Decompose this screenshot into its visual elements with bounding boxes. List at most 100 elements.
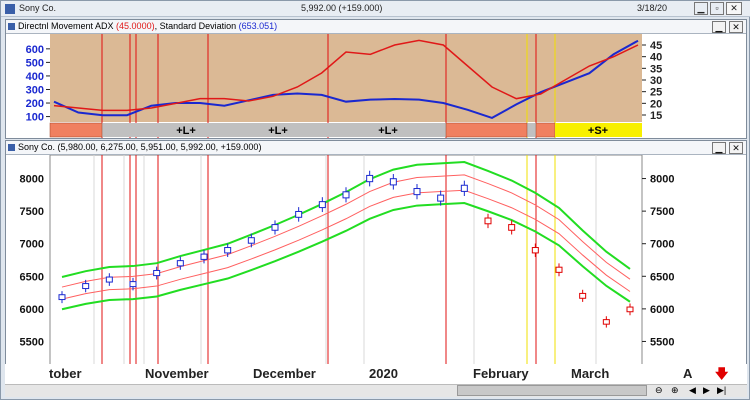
candle-body bbox=[389, 178, 397, 186]
hatched-segment bbox=[535, 122, 556, 138]
right-tick-label: 6000 bbox=[650, 304, 674, 316]
x-axis-label: November bbox=[145, 366, 209, 381]
candle-body bbox=[437, 194, 445, 202]
adx-panel: Directnl Movement ADX (45.0000), Standar… bbox=[5, 19, 747, 139]
right-tick-label: 7500 bbox=[650, 206, 674, 218]
candle-body bbox=[295, 210, 303, 218]
candle-body bbox=[318, 201, 326, 209]
right-tick-label: 25 bbox=[650, 87, 662, 99]
left-tick-label: 600 bbox=[26, 44, 44, 56]
right-tick-label: 7000 bbox=[650, 239, 674, 251]
down-arrow-icon[interactable]: 🡇 bbox=[715, 366, 729, 381]
price-panel-header: Sony Co. (5,980.00, 6,275.00, 5,951.00, … bbox=[6, 141, 746, 155]
adx-line bbox=[53, 39, 639, 112]
left-tick-label: 7000 bbox=[20, 239, 44, 251]
right-tick-label: 35 bbox=[650, 63, 662, 75]
candle-body bbox=[484, 217, 492, 225]
stddev-line bbox=[53, 39, 639, 120]
right-tick-label: 5500 bbox=[650, 336, 674, 348]
app-icon bbox=[5, 4, 15, 14]
candle-body bbox=[342, 191, 350, 199]
signal-label: +L+ bbox=[176, 125, 196, 137]
price-chart: 8000 8000 7500 7500 7000 7000 6500 6500 6000 6000… bbox=[20, 155, 674, 365]
candle-body bbox=[129, 281, 137, 288]
left-tick-label: 5500 bbox=[20, 336, 44, 348]
left-tick-label: 6500 bbox=[20, 271, 44, 283]
adx-close-button[interactable]: ✕ bbox=[729, 21, 743, 33]
x-axis: tober November December 2020 February Ma… bbox=[5, 364, 747, 384]
candle-body bbox=[153, 269, 161, 277]
left-tick-label: 200 bbox=[26, 98, 44, 110]
candle-body bbox=[555, 266, 563, 273]
candle-body bbox=[200, 253, 208, 260]
left-tick-label: 300 bbox=[26, 84, 44, 96]
adx-minimize-button[interactable]: ▁ bbox=[712, 21, 726, 33]
right-tick-label: 6500 bbox=[650, 271, 674, 283]
lower-inner-band bbox=[61, 189, 631, 300]
price-legend: Sony Co. (5,980.00, 6,275.00, 5,951.00, … bbox=[18, 142, 262, 152]
left-tick-label: 7500 bbox=[20, 206, 44, 218]
left-tick-label: 100 bbox=[26, 112, 44, 124]
close-icon[interactable]: ✕ bbox=[726, 2, 742, 15]
adx-legend: Directnl Movement ADX (45.0000), Standar… bbox=[18, 21, 278, 31]
price-minimize-button[interactable]: ▁ bbox=[712, 142, 726, 154]
minimize-icon[interactable]: ▁ bbox=[694, 2, 708, 15]
scroll-right-icon[interactable]: ▶ bbox=[703, 385, 710, 395]
right-tick-label: 30 bbox=[650, 75, 662, 87]
x-axis-label: December bbox=[253, 366, 316, 381]
left-tick-label: 400 bbox=[26, 71, 44, 83]
candle-body bbox=[176, 260, 184, 267]
signal-label: +L+ bbox=[268, 125, 288, 137]
price-plot-area bbox=[49, 155, 643, 365]
x-axis-label: tober bbox=[49, 366, 82, 381]
date-readout: 3/18/20 bbox=[637, 3, 668, 13]
lower-band bbox=[61, 202, 631, 311]
scroll-left-icon[interactable]: ◀ bbox=[689, 385, 696, 395]
candle-body bbox=[224, 247, 232, 254]
price-panel: Sony Co. (5,980.00, 6,275.00, 5,951.00, … bbox=[5, 140, 747, 366]
left-tick-label: 8000 bbox=[20, 174, 44, 186]
x-axis-label: February bbox=[473, 366, 529, 381]
panel-icon bbox=[8, 23, 15, 30]
scroll-end-icon[interactable]: ▶| bbox=[717, 385, 727, 395]
x-axis-label: A bbox=[683, 366, 693, 381]
candle-body bbox=[58, 294, 66, 301]
candle-body bbox=[508, 224, 516, 231]
title-bar: Sony Co. 5,992.00 (+159.000) 3/18/20 ▁ ▫… bbox=[1, 1, 750, 17]
left-tick-label: 6000 bbox=[20, 304, 44, 316]
window-title: Sony Co. bbox=[19, 3, 57, 13]
x-axis-label: March bbox=[571, 366, 610, 381]
zoom-out-icon[interactable]: ⊖ bbox=[655, 385, 663, 395]
restore-icon[interactable]: ▫ bbox=[710, 2, 724, 15]
right-tick-label: 8000 bbox=[650, 174, 674, 186]
candle-body bbox=[105, 276, 113, 283]
right-tick-label: 20 bbox=[650, 98, 662, 110]
candle-body bbox=[460, 184, 468, 192]
horizontal-scrollbar[interactable]: ⊖ ⊕ ◀ ▶ ▶| bbox=[5, 384, 747, 397]
signal-label: +S+ bbox=[588, 125, 608, 137]
x-axis-label: 2020 bbox=[369, 366, 398, 381]
hatched-segment bbox=[49, 122, 103, 138]
panel-icon bbox=[8, 144, 15, 151]
signal-label: +L+ bbox=[378, 125, 398, 137]
candle-body bbox=[531, 247, 539, 254]
right-tick-label: 40 bbox=[650, 52, 662, 64]
short-signal-segment bbox=[555, 123, 642, 137]
right-tick-label: 15 bbox=[650, 110, 662, 122]
candle-body bbox=[271, 224, 279, 231]
candle-body bbox=[413, 188, 421, 196]
zoom-in-icon[interactable]: ⊕ bbox=[671, 385, 679, 395]
right-tick-label: 45 bbox=[650, 40, 662, 52]
quote-readout: 5,992.00 (+159.000) bbox=[301, 3, 383, 13]
adx-panel-header: Directnl Movement ADX (45.0000), Standar… bbox=[6, 20, 746, 34]
price-close-button[interactable]: ✕ bbox=[729, 142, 743, 154]
candle-body bbox=[82, 283, 90, 290]
left-tick-label: 500 bbox=[26, 57, 44, 69]
candle-body bbox=[247, 237, 255, 244]
scroll-thumb[interactable] bbox=[457, 385, 647, 396]
candle-body bbox=[366, 174, 374, 183]
candle-body bbox=[579, 292, 587, 299]
candle-body bbox=[602, 319, 610, 325]
